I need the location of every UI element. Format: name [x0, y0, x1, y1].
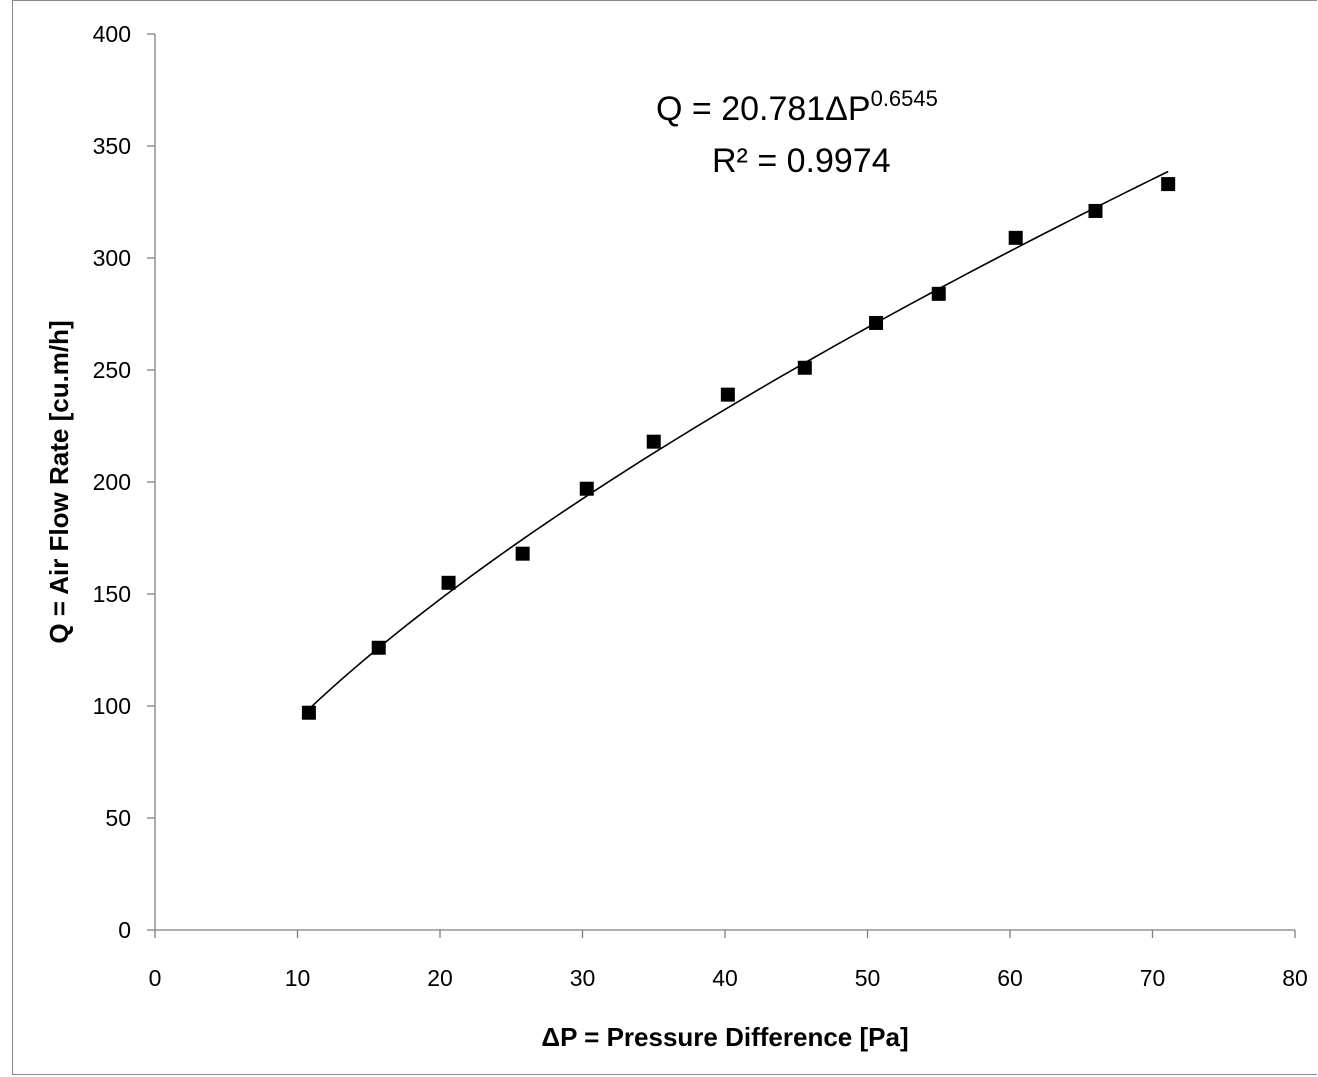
x-axis-title: ΔP = Pressure Difference [Pa]: [541, 1022, 908, 1052]
data-point: [371, 640, 386, 655]
data-point: [515, 546, 530, 561]
data-point: [931, 286, 946, 301]
trendline: [308, 170, 1169, 710]
data-point: [646, 434, 661, 449]
y-tick-label: 100: [93, 693, 131, 719]
y-axis-title: Q = Air Flow Rate [cu.m/h]: [44, 320, 74, 643]
x-tick-label: 70: [1140, 965, 1166, 991]
chart-frame: [12, 0, 1317, 1075]
y-tick-label: 400: [93, 21, 131, 47]
data-point: [579, 481, 594, 496]
x-tick-label: 80: [1282, 965, 1308, 991]
x-tick-label: 20: [427, 965, 453, 991]
equation-prefix: Q = 20.781ΔP: [656, 90, 871, 128]
data-point: [441, 575, 456, 590]
y-tick-label: 150: [93, 581, 131, 607]
data-point: [797, 360, 812, 375]
x-tick-label: 10: [285, 965, 311, 991]
x-tick-label: 40: [712, 965, 738, 991]
data-point: [301, 705, 316, 720]
data-point: [869, 315, 884, 330]
y-tick-label: 250: [93, 357, 131, 383]
data-point: [1088, 203, 1103, 218]
x-tick-label: 50: [855, 965, 881, 991]
y-tick-label: 50: [105, 805, 131, 831]
data-point: [1161, 177, 1176, 192]
data-points: [301, 177, 1176, 720]
x-tick-label: 0: [149, 965, 162, 991]
trendline-equation: Q = 20.781ΔP0.6545: [656, 86, 938, 128]
y-tick-label: 0: [118, 917, 131, 943]
y-tick-label: 350: [93, 133, 131, 159]
x-tick-label: 60: [997, 965, 1023, 991]
tick-labels: 0 10 20 30 40 50 60 70 80 0 50 100 150 200 250 300 350 40…: [93, 21, 1308, 991]
x-tick-label: 30: [570, 965, 596, 991]
ticks: [147, 33, 1296, 938]
equation-exponent: 0.6545: [871, 86, 938, 111]
data-point: [1008, 230, 1023, 245]
data-point: [720, 387, 735, 402]
r-squared-label: R² = 0.9974: [712, 142, 891, 180]
y-tick-label: 300: [93, 245, 131, 271]
y-tick-label: 200: [93, 469, 131, 495]
